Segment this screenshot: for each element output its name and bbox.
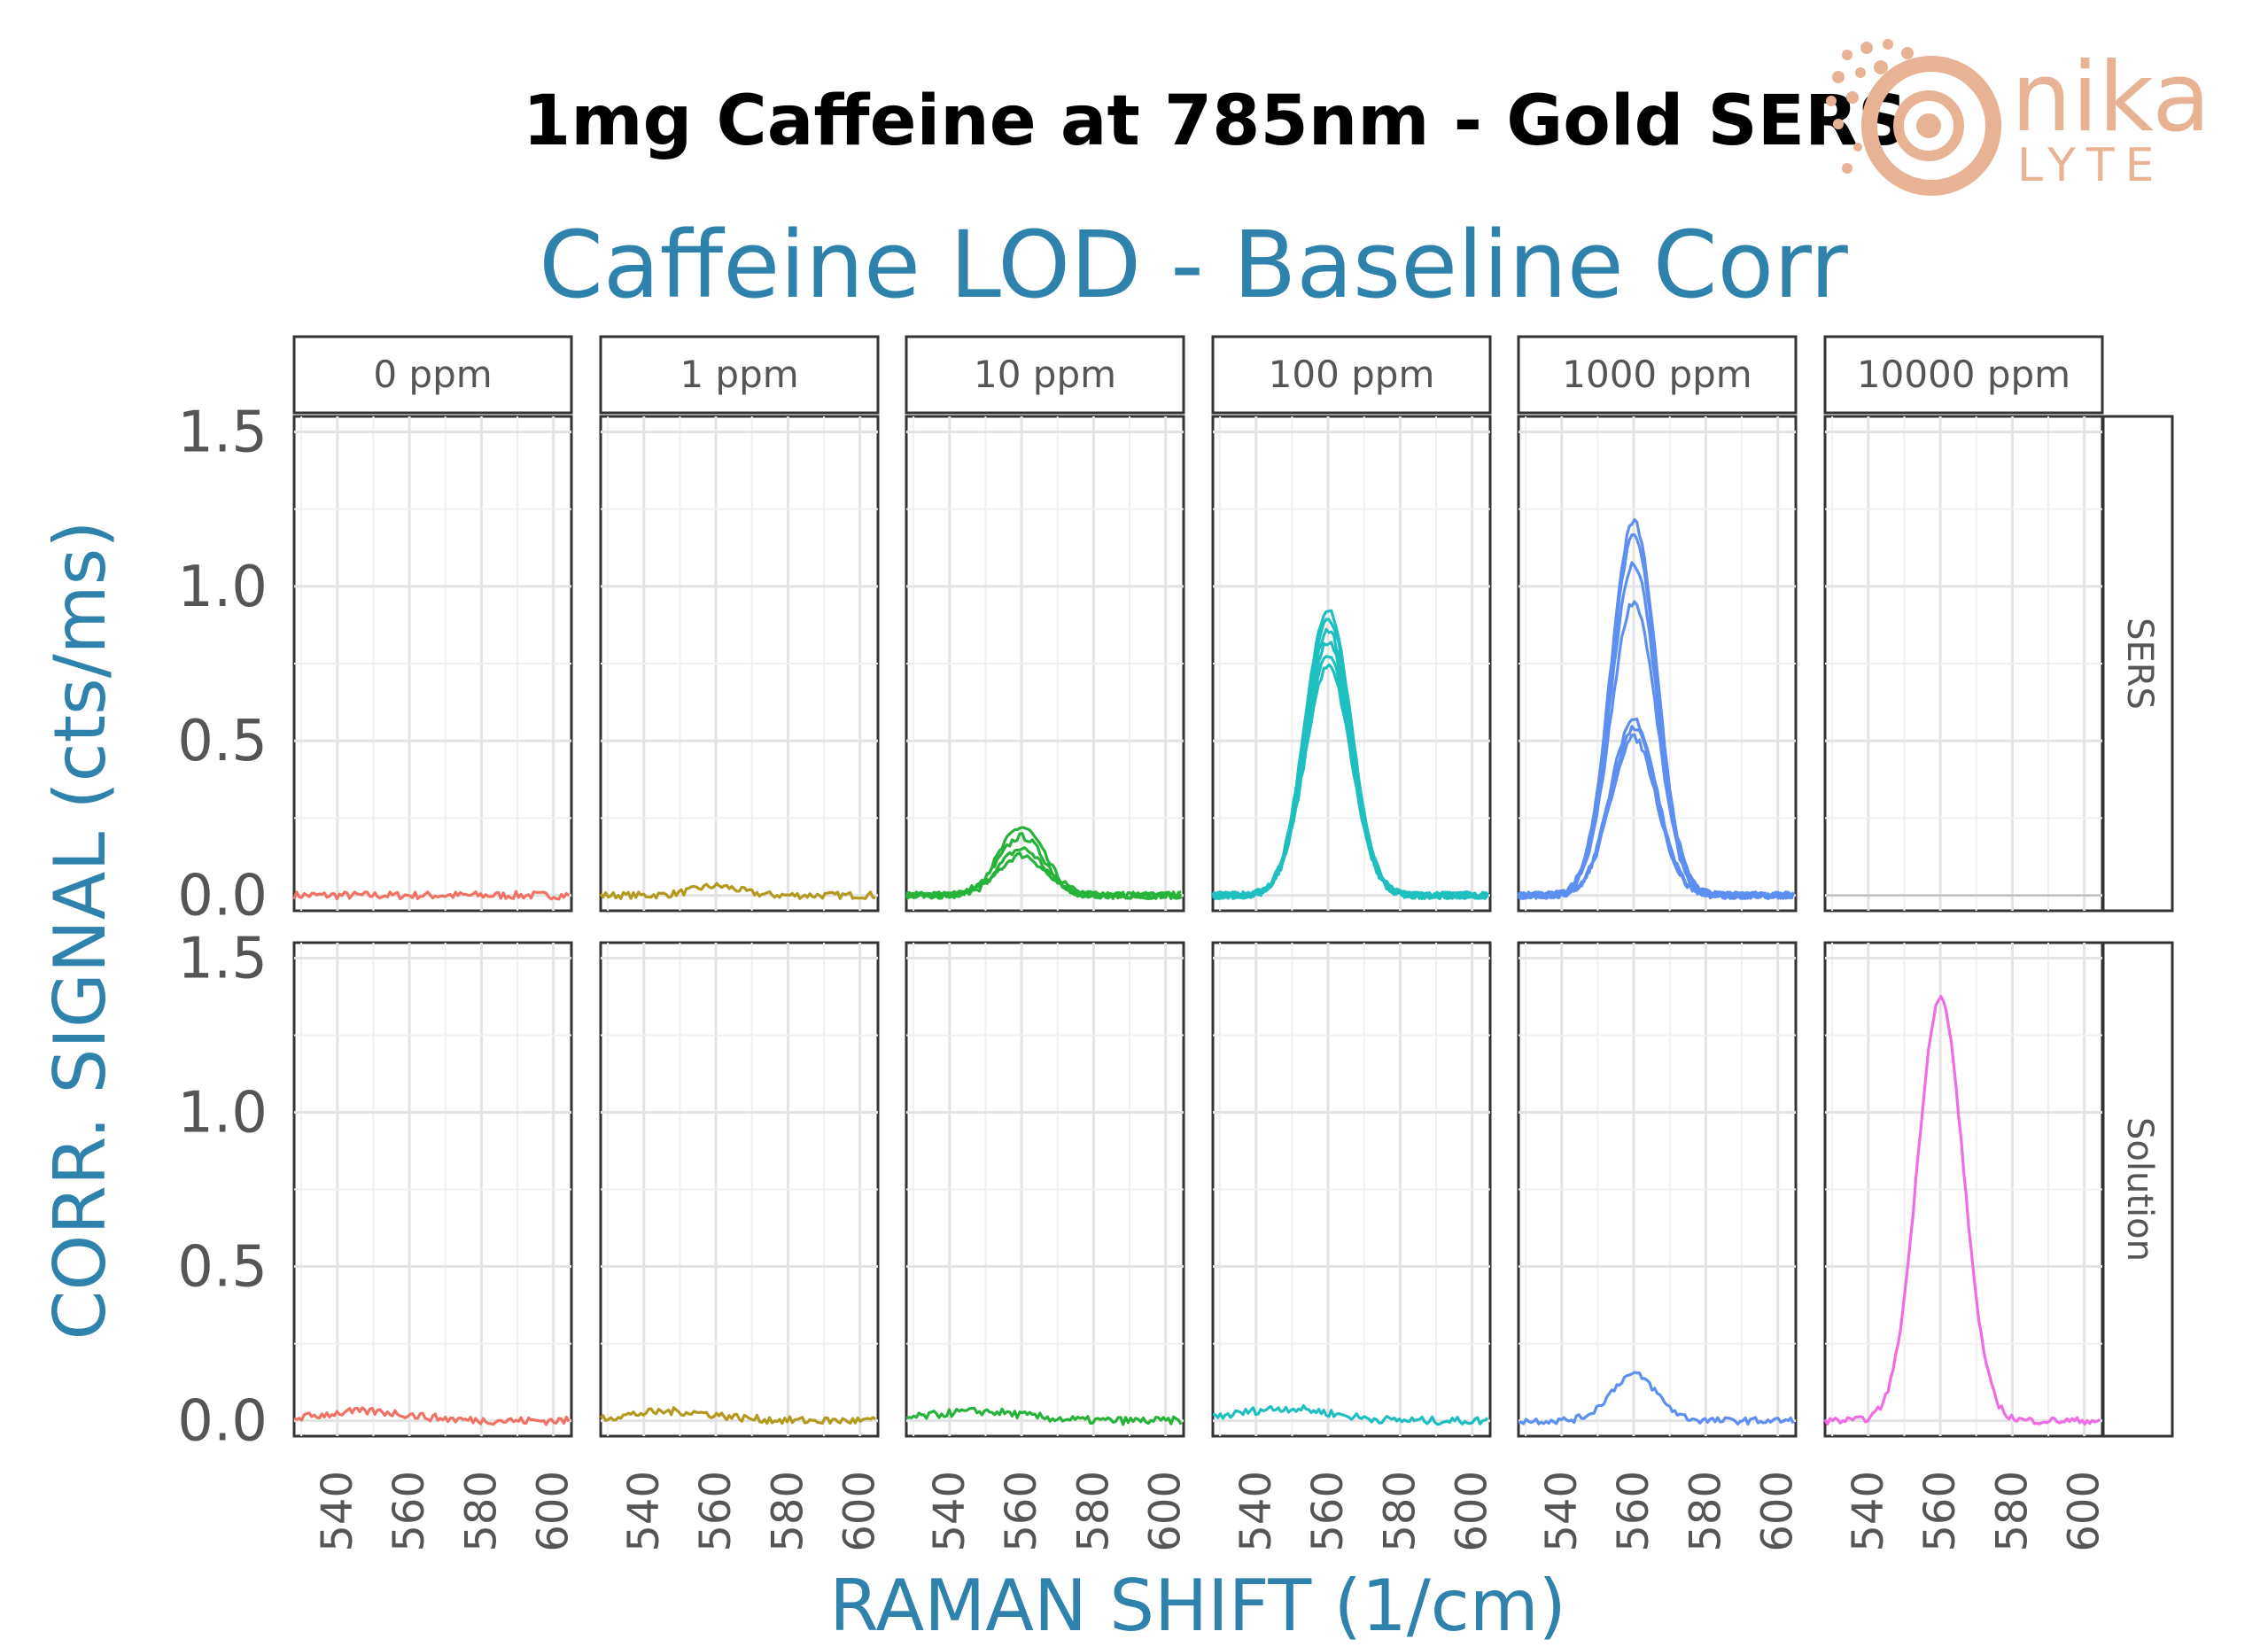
y-tick-label: 0.0 bbox=[177, 1389, 268, 1455]
logo-word-lyte: LYTE bbox=[2017, 139, 2164, 192]
facet-strip-col-label: 10 ppm bbox=[974, 353, 1116, 396]
facet-panel bbox=[1211, 415, 1492, 913]
facet-strip-col bbox=[292, 335, 573, 415]
logo-dot bbox=[1826, 96, 1837, 106]
series-line bbox=[292, 890, 571, 901]
x-tick-label: 560 bbox=[1915, 1471, 1965, 1552]
series-line bbox=[1212, 1403, 1489, 1426]
x-tick-label: 600 bbox=[2060, 1471, 2109, 1552]
series-line bbox=[599, 882, 876, 900]
x-tick-label: 580 bbox=[456, 1471, 506, 1552]
logo-dot bbox=[1883, 39, 1893, 50]
logo-dot bbox=[1846, 91, 1859, 104]
x-tick-label: 580 bbox=[1987, 1471, 2037, 1552]
logo-dot bbox=[1901, 47, 1914, 59]
facet-strip-row bbox=[2101, 941, 2174, 1438]
facet-strip-row-label: SERS bbox=[2119, 618, 2160, 710]
facet-strip-col-label: 0 ppm bbox=[373, 353, 492, 396]
y-tick-label: 1.5 bbox=[177, 926, 268, 991]
series-line bbox=[905, 851, 1182, 900]
y-tick-label: 1.5 bbox=[177, 400, 268, 465]
facet-strip-col bbox=[905, 335, 1185, 415]
x-tick-label: 600 bbox=[529, 1471, 579, 1552]
facet-strip-row bbox=[2101, 415, 2174, 913]
series-line bbox=[1518, 1371, 1795, 1426]
x-tick-label: 600 bbox=[1448, 1471, 1497, 1552]
x-tick-label: 560 bbox=[691, 1471, 741, 1552]
facet-strip-row-label: Solution bbox=[2119, 1117, 2160, 1262]
facet-strip-col bbox=[1517, 335, 1798, 415]
nikalyte-logo: nika LYTE bbox=[1826, 39, 2210, 196]
facet-strip-col-label: 1000 ppm bbox=[1562, 353, 1751, 396]
x-tick-label: 600 bbox=[835, 1471, 885, 1552]
logo-dot bbox=[1860, 42, 1873, 54]
facet-panel bbox=[599, 415, 880, 913]
chart-title: Caffeine LOD - Baseline Corr bbox=[539, 211, 1848, 319]
y-tick-label: 0.0 bbox=[177, 864, 268, 929]
logo-word-nika: nika bbox=[2011, 43, 2210, 153]
x-tick-label: 540 bbox=[619, 1471, 669, 1552]
facet-panel bbox=[1517, 415, 1798, 913]
logo-eye-pupil bbox=[1916, 113, 1941, 138]
facet-strip-col bbox=[599, 335, 880, 415]
series-line bbox=[1823, 995, 2101, 1426]
x-tick-label: 560 bbox=[1303, 1471, 1353, 1552]
series-line bbox=[1517, 600, 1795, 900]
y-tick-label: 0.5 bbox=[177, 709, 268, 774]
facet-panel bbox=[905, 941, 1185, 1438]
logo-dot bbox=[1874, 60, 1888, 74]
facet-strip-col-label: 10000 ppm bbox=[1857, 353, 2070, 396]
facet-panel bbox=[599, 941, 880, 1438]
series-line bbox=[1517, 733, 1794, 900]
series-line bbox=[599, 1406, 877, 1426]
x-tick-label: 580 bbox=[1375, 1471, 1425, 1552]
facet-strip-col bbox=[1211, 335, 1492, 415]
series-line bbox=[293, 1406, 571, 1426]
facet-panel bbox=[905, 415, 1185, 913]
facet-panel bbox=[1823, 415, 2104, 913]
facet-panel bbox=[1823, 941, 2104, 1438]
x-tick-label: 540 bbox=[313, 1471, 362, 1552]
x-tick-label: 560 bbox=[1609, 1471, 1658, 1552]
x-tick-label: 560 bbox=[997, 1471, 1046, 1552]
x-tick-label: 540 bbox=[1231, 1471, 1281, 1552]
banner-title: 1mg Caffeine at 785nm - Gold SERS bbox=[523, 82, 1908, 161]
x-tick-label: 580 bbox=[1068, 1471, 1118, 1552]
facet-panel bbox=[1517, 941, 1798, 1438]
y-axis-label: CORR. SIGNAL (cts/ms) bbox=[39, 521, 121, 1340]
logo-dot bbox=[1842, 163, 1852, 174]
x-axis-label: RAMAN SHIFT (1/cm) bbox=[829, 1565, 1566, 1647]
logo-eye-iris bbox=[1893, 90, 1964, 161]
facet-strip-col-label: 100 ppm bbox=[1269, 353, 1435, 396]
x-tick-label: 600 bbox=[1753, 1471, 1803, 1552]
x-tick-label: 600 bbox=[1141, 1471, 1191, 1552]
logo-dot bbox=[1832, 71, 1845, 83]
x-tick-label: 540 bbox=[925, 1471, 975, 1552]
x-tick-label: 540 bbox=[1844, 1471, 1893, 1552]
logo-dot bbox=[1842, 50, 1852, 60]
logo-dot bbox=[1833, 119, 1844, 129]
facet-panel bbox=[1211, 941, 1492, 1438]
series-line bbox=[905, 1406, 1183, 1426]
facet-panel bbox=[292, 415, 573, 913]
logo-dot bbox=[1855, 67, 1866, 78]
x-tick-label: 540 bbox=[1537, 1471, 1587, 1552]
x-tick-label: 560 bbox=[384, 1471, 434, 1552]
logo-dot bbox=[1853, 143, 1862, 151]
y-tick-label: 1.0 bbox=[177, 555, 268, 620]
x-tick-label: 580 bbox=[1681, 1471, 1730, 1552]
series-line bbox=[1211, 663, 1489, 900]
facet-strip-col bbox=[1823, 335, 2104, 415]
y-tick-label: 0.5 bbox=[177, 1235, 268, 1301]
y-tick-label: 1.0 bbox=[177, 1080, 268, 1146]
x-tick-label: 580 bbox=[763, 1471, 812, 1552]
facet-panel bbox=[292, 941, 573, 1438]
facet-strip-col-label: 1 ppm bbox=[680, 353, 798, 396]
logo-eye-ring bbox=[1861, 56, 2001, 196]
